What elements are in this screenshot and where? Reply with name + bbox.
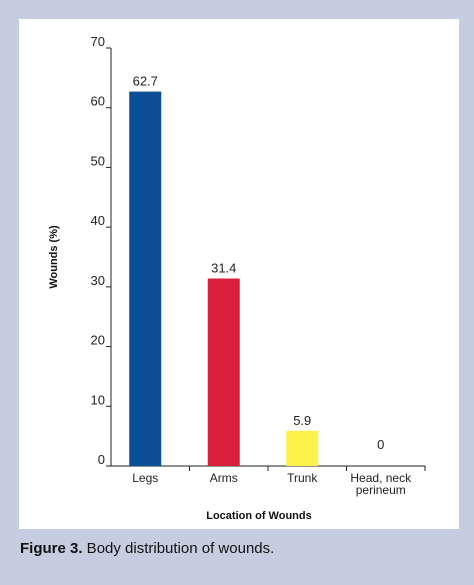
x-tick-label: Trunk [287, 471, 318, 485]
x-axis-label: Location of Wounds [206, 510, 312, 522]
caption-label: Figure 3. [20, 540, 83, 557]
x-tick-label: perineum [356, 483, 406, 497]
y-tick-label: 70 [91, 34, 105, 49]
data-label: 0 [377, 437, 384, 452]
y-tick-label: 20 [91, 333, 105, 348]
x-tick-label: Arms [210, 471, 238, 485]
caption-text: Body distribution of wounds. [82, 540, 275, 557]
bar-trunk [286, 430, 319, 466]
bar-legs [129, 91, 162, 466]
data-label: 31.4 [211, 260, 236, 275]
y-axis-label: Wounds (%) [48, 225, 60, 289]
data-label: 5.9 [293, 413, 311, 428]
y-tick-label: 60 [91, 94, 105, 109]
x-tick-label: Head, neck [350, 471, 412, 485]
y-tick-label: 0 [98, 452, 105, 467]
figure-caption: Figure 3. Body distribution of wounds. [20, 540, 460, 557]
y-tick-label: 10 [91, 392, 105, 407]
y-tick-label: 50 [91, 153, 105, 168]
y-tick-label: 40 [91, 213, 105, 228]
bar-arms [207, 278, 240, 466]
y-tick-label: 30 [91, 273, 105, 288]
x-tick-label: Legs [132, 471, 158, 485]
data-label: 62.7 [133, 74, 158, 89]
